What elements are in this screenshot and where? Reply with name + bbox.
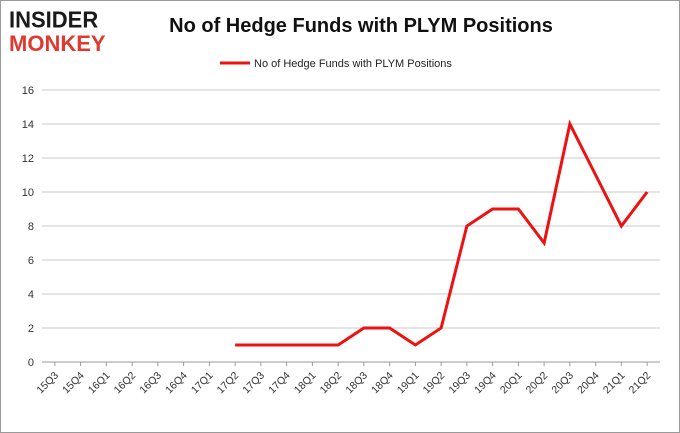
legend-label: No of Hedge Funds with PLYM Positions — [254, 58, 452, 70]
y-tick-label: 0 — [28, 357, 34, 369]
series-line — [235, 119, 649, 347]
y-tick-label: 6 — [28, 255, 34, 267]
y-tick-label: 10 — [22, 187, 34, 199]
insider-monkey-logo: INSIDER MONKEY — [9, 5, 129, 57]
x-tick-label: 16Q1 — [86, 370, 113, 397]
x-tick-label: 19Q4 — [472, 370, 499, 397]
x-tick-label: 17Q4 — [266, 370, 293, 397]
x-tick-label: 16Q4 — [163, 370, 190, 397]
y-tick-label: 12 — [22, 153, 34, 165]
x-tick-label: 19Q1 — [395, 370, 422, 397]
x-tick-label: 16Q2 — [112, 370, 139, 397]
x-tick-label: 20Q2 — [524, 370, 551, 397]
logo-text-top: INSIDER — [9, 6, 99, 33]
x-tick-label: 20Q3 — [549, 370, 576, 397]
x-tick-label: 18Q4 — [369, 370, 396, 397]
x-tick-label: 18Q1 — [292, 370, 319, 397]
y-tick-label: 14 — [22, 119, 34, 131]
x-tick-label: 18Q2 — [318, 370, 345, 397]
x-tick-label: 17Q2 — [215, 370, 242, 397]
x-tick-label: 20Q4 — [575, 370, 602, 397]
x-tick-label: 19Q3 — [446, 370, 473, 397]
logo-text-bottom: MONKEY — [9, 31, 106, 56]
x-tick-label: 15Q3 — [34, 370, 61, 397]
x-tick-label: 16Q3 — [137, 370, 164, 397]
x-tick-label: 17Q3 — [240, 370, 267, 397]
y-tick-label: 2 — [28, 323, 34, 335]
y-tick-label: 16 — [22, 85, 34, 97]
x-tick-label: 19Q2 — [421, 370, 448, 397]
y-tick-label: 4 — [28, 289, 34, 301]
x-tick-label: 21Q1 — [601, 370, 628, 397]
chart-title: No of Hedge Funds with PLYM Positions — [169, 15, 553, 37]
x-tick-label: 21Q2 — [627, 370, 654, 397]
x-tick-label: 17Q1 — [189, 370, 216, 397]
y-tick-label: 8 — [28, 221, 34, 233]
x-tick-label: 20Q1 — [498, 370, 525, 397]
x-tick-label: 18Q3 — [343, 370, 370, 397]
x-tick-label: 15Q4 — [60, 370, 87, 397]
